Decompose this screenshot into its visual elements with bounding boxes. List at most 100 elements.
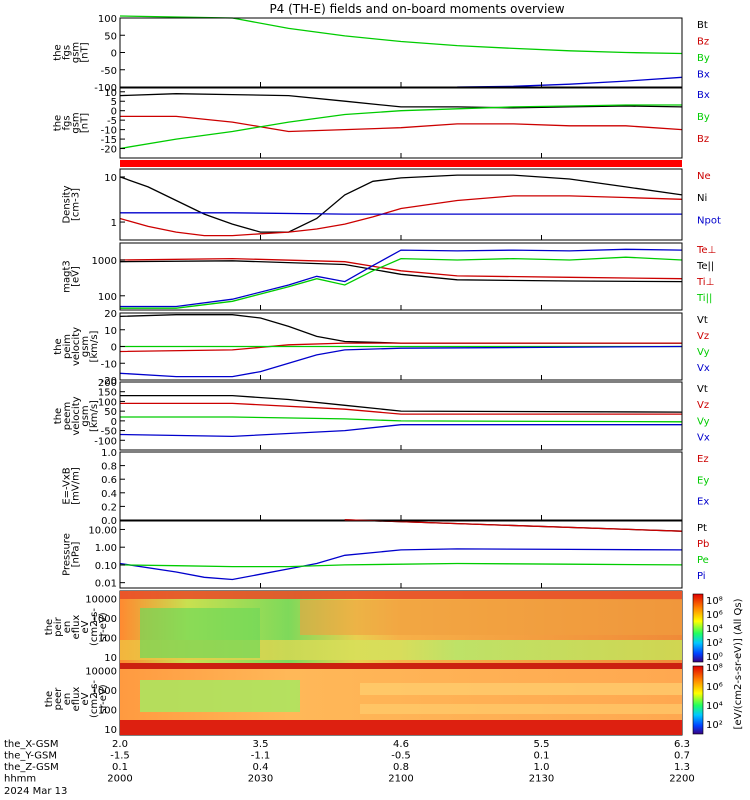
y-axis-label: eV [80,692,91,705]
panel-frame [119,17,683,88]
y-axis-label: eflux [71,687,82,712]
y-axis-label: gsm [71,42,82,63]
panel-temperature: 1000 100 magt3[eV] Te⊥ Te|| Ti⊥ Ti|| [62,242,716,311]
colorbar-tick-label: 10⁴ [706,701,723,712]
y-tick-label: 200 [98,378,117,389]
series-Vt [119,314,682,344]
legend-Bt: Bt [697,20,708,31]
peer-spectrogram-image [120,663,682,735]
status-bar [120,160,682,167]
y-axis-label: the [53,408,64,424]
y-tick-label: 0 [111,49,117,60]
figure-title: P4 (TH-E) fields and on-board moments ov… [269,2,564,16]
y-axis-label: velocity [71,327,82,366]
y-axis-label: eflux [71,615,82,640]
ephemeris-value: 0.8 [393,762,409,773]
y-axis-label: the [53,44,64,60]
panel-e-field: 1.0 0.8 0.6 0.4 0.2 0.0 E=-VxB[mV/m] Ez Ey Ex [62,448,710,527]
y-axis-label: fgs [62,115,73,130]
colorbar-tick-label: 10⁶ [706,610,723,621]
y-tick-label: 100 [98,292,117,303]
y-tick-label: 1.0 [101,448,117,459]
ephemeris-value: 5.5 [534,739,550,750]
y-axis-label: [nT] [80,42,91,62]
y-axis-label: gsm [80,336,91,357]
y-tick-label: 0.4 [101,489,117,500]
legend-Ti||: Ti|| [696,293,712,304]
y-axis-label: (cm2-s- [89,608,100,646]
y-tick-label: 100 [98,706,117,717]
ephemeris-value: 2.0 [112,739,128,750]
ephemeris-row-label: the_Z-GSM [4,762,59,773]
y-tick-label: 0.2 [101,502,117,513]
legend-Ti⊥: Ti⊥ [696,277,714,288]
ephemeris-value: 6.3 [674,739,690,750]
legend-Bz: Bz [697,36,709,47]
colorbar-tick-label: 10⁴ [706,624,723,635]
ephemeris-row-label: the_X-GSM [4,739,58,750]
ephemeris-value: 2030 [248,774,273,785]
y-tick-label: 10 [104,88,117,99]
series-Vt [120,394,683,413]
y-tick-label: 1.00 [95,543,117,554]
series-Pe [119,562,683,568]
series-Bt [119,93,683,109]
legend-By: By [697,53,710,64]
colorbar-upper [692,593,704,663]
series-Ni [119,174,683,233]
y-tick-label: 0 [111,417,117,428]
legend-Vx: Vx [697,433,710,444]
legend-Ex: Ex [697,497,709,508]
y-axis-label: [eV] [71,266,82,287]
peir-spectrogram-image [120,591,682,663]
series-Ti⊥ [120,248,683,308]
y-axis-label: E=-VxB [62,467,73,504]
y-axis-label: Pressure [62,533,73,576]
series-Ne [119,195,683,237]
legend-By: By [697,112,710,123]
y-axis-label: [nT] [80,113,91,133]
y-axis-label: the [44,619,55,635]
legend-Pe: Pe [697,555,709,566]
legend-Ni: Ni [697,193,707,204]
y-tick-label: 1000 [92,256,117,267]
ephemeris-value: -0.5 [391,751,411,762]
panel-pressure: 10.00 1.00 0.10 0.01 Pressure[nPa] Pt Pb Pe Pi [62,519,709,590]
y-tick-label: 1 [111,218,117,229]
y-axis-label: peer [53,687,64,711]
y-axis-label: gsm [80,405,91,426]
y-tick-label: 5 [111,97,117,108]
y-tick-label: 50 [104,407,117,418]
y-axis-label: the [53,338,64,354]
legend-Vz: Vz [697,400,709,411]
colorbar-tick-label: 10⁰ [706,652,723,663]
colorbar-tick-label: 10⁸ [706,596,723,607]
y-tick-label: 150 [98,388,117,399]
series-Npot [120,212,682,215]
y-axis-label: velocity [71,396,82,435]
ephemeris-value: 3.5 [253,739,269,750]
ephemeris-value: 2130 [529,774,554,785]
y-tick-label: -10 [101,126,117,137]
y-tick-label: 10 [104,326,117,337]
ephemeris-value: 1.3 [674,762,690,773]
y-axis-label: fgs [62,45,73,60]
y-axis-label: sr-eV) [98,612,109,641]
y-tick-label: 10 [104,725,117,736]
y-axis-label: eV [80,620,91,633]
legend-Ez: Ez [697,454,709,465]
panels: 100500-50-100thefgsgsm[nT]BtBzByBx1050-5… [44,14,721,736]
legend-Ne: Ne [697,171,711,182]
series-Vx [119,345,683,378]
y-tick-label: -100 [94,83,117,94]
y-axis-label: the [44,691,55,707]
y-axis-label: [km/s] [89,330,100,362]
y-axis-label: peem [62,402,73,430]
series-By [119,15,683,55]
ephemeris-value: -1.5 [110,751,130,762]
y-tick-label: -15 [101,135,117,146]
y-tick-label: -5 [107,116,117,127]
